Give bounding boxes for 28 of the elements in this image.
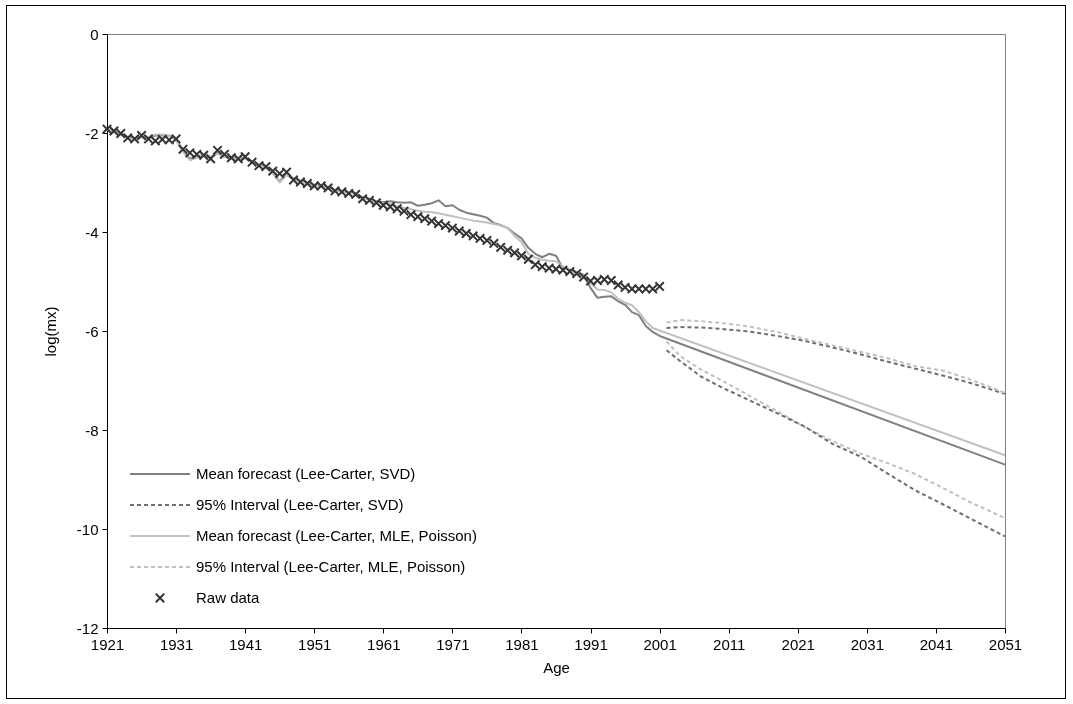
x-tick-label: 2041 (919, 635, 954, 653)
y-tick-label: -2 (85, 124, 99, 142)
x-tick-label: 1991 (574, 635, 608, 653)
x-tick-label: 1961 (367, 635, 401, 653)
x-tick-label: 1931 (159, 635, 194, 653)
x-tick-label: 2001 (643, 635, 677, 653)
x-tick-label: 2051 (988, 635, 1023, 653)
legend-label: 95% Interval (Lee-Carter, SVD) (196, 496, 404, 513)
y-tick-label: -6 (85, 322, 99, 340)
legend-label: Raw data (196, 589, 261, 606)
x-tick-label: 1971 (436, 635, 470, 653)
y-tick-label: -10 (76, 520, 99, 538)
x-tick-label: 2021 (781, 635, 815, 653)
y-tick-label: -12 (76, 619, 99, 637)
y-tick-label: 0 (90, 25, 99, 43)
x-tick-label: 2011 (713, 635, 746, 653)
y-tick-label: -4 (85, 223, 99, 241)
legend-label: 95% Interval (Lee-Carter, MLE, Poisson) (196, 558, 466, 575)
y-tick-label: -8 (85, 421, 99, 439)
y-axis-title: log(mx) (41, 306, 59, 357)
legend-label: Mean forecast (Lee-Carter, MLE, Poisson) (196, 527, 477, 544)
x-tick-label: 2031 (850, 635, 885, 653)
x-tick-label: 1981 (505, 635, 539, 653)
x-tick-label: 1941 (228, 635, 263, 653)
x-tick-label: 1951 (298, 635, 332, 653)
x-axis-title: Age (543, 658, 570, 676)
x-tick-label: 1921 (90, 635, 125, 653)
legend-label: Mean forecast (Lee-Carter, SVD) (196, 465, 416, 482)
